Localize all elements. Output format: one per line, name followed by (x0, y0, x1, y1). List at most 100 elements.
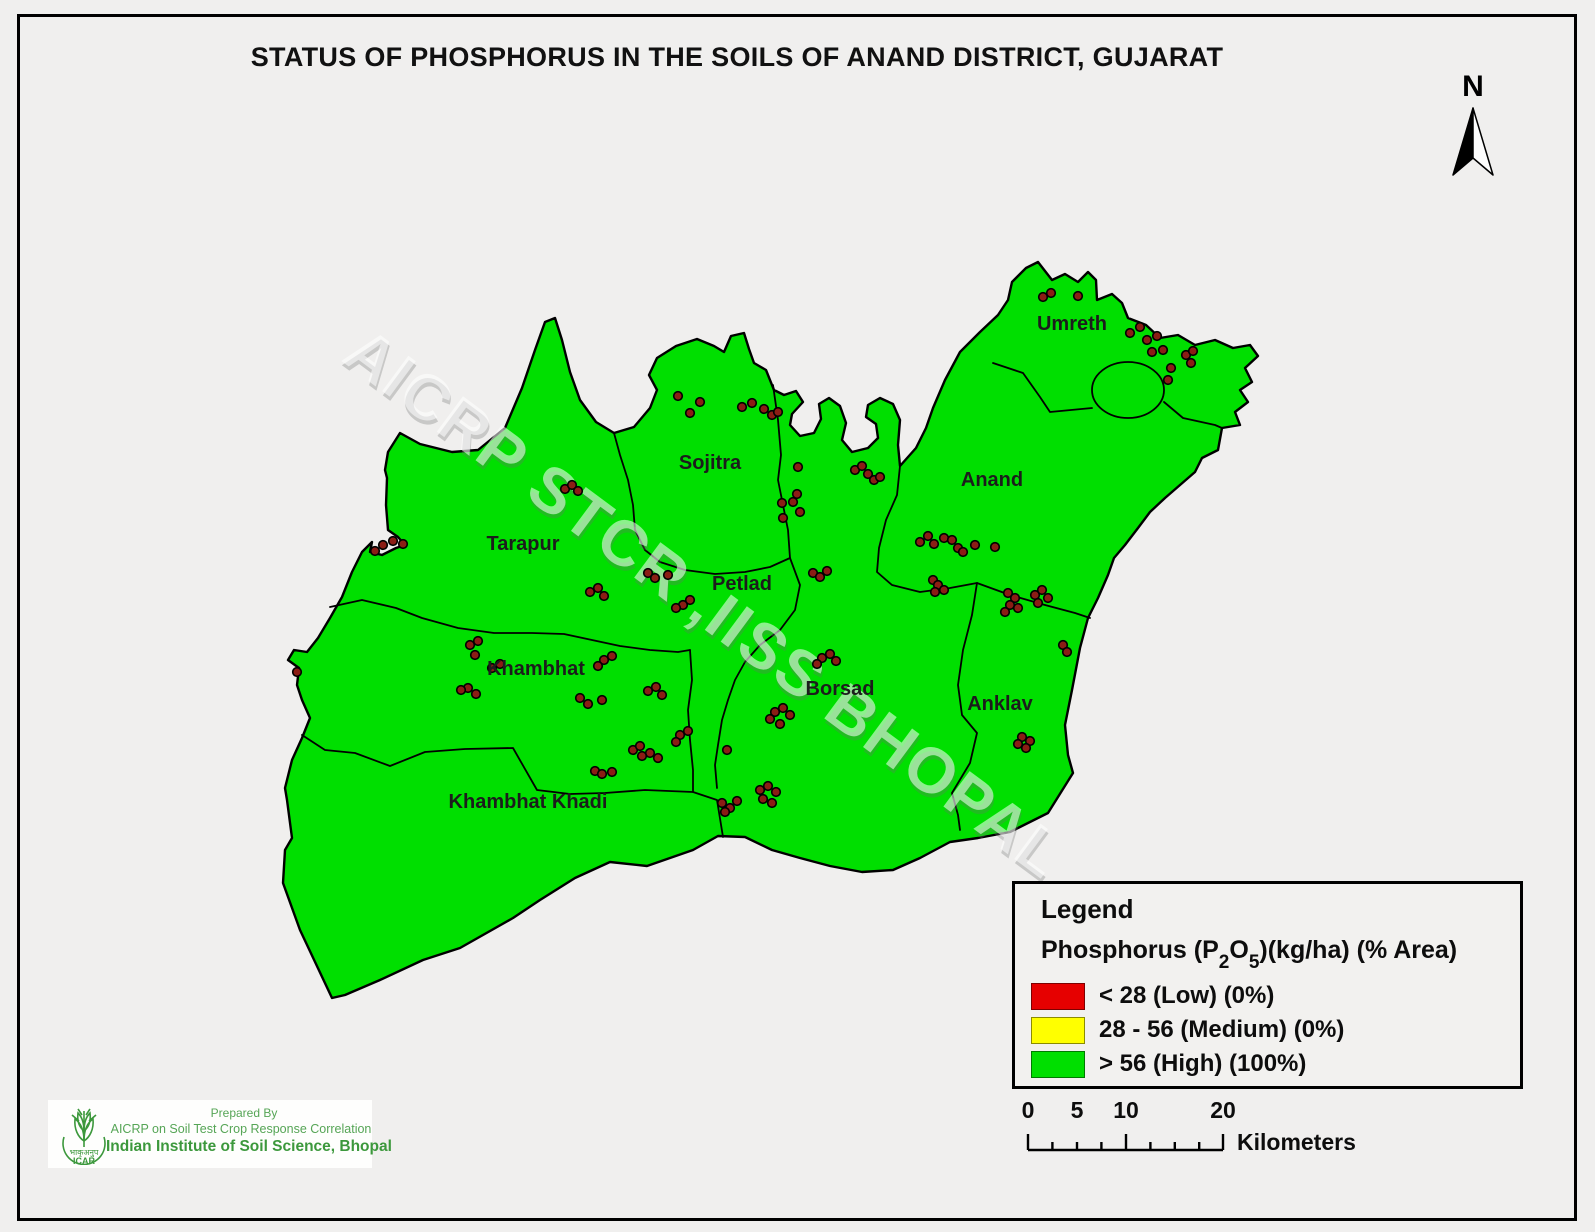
taluka-label: Petlad (712, 573, 772, 595)
sample-point (592, 582, 604, 594)
credits-aicrp-line: AICRP on Soil Test Crop Response Correla… (110, 1122, 372, 1136)
sample-point (1020, 742, 1032, 754)
sample-point (824, 648, 836, 660)
sample-point (606, 650, 618, 662)
map-title: STATUS OF PHOSPHORUS IN THE SOILS OF ANA… (250, 42, 1224, 72)
sample-point (656, 689, 668, 701)
sample-point (1037, 291, 1049, 303)
sample-point (1009, 592, 1021, 604)
sample-point (486, 662, 498, 674)
sample-point (814, 571, 826, 583)
sample-point (1124, 327, 1136, 339)
sample-point (830, 655, 842, 667)
sample-point (721, 744, 733, 756)
sample-point (862, 468, 874, 480)
sample-point (652, 752, 664, 764)
sample-point (1151, 330, 1163, 342)
sample-point (1141, 334, 1153, 346)
sample-point (791, 488, 803, 500)
taluka-label: Tarapur (487, 533, 560, 555)
credits-prepared-by: Prepared By (210, 1106, 278, 1120)
sample-point (369, 545, 381, 557)
taluka-label: Borsad (806, 678, 875, 700)
sample-point (777, 512, 789, 524)
sample-point (672, 390, 684, 402)
sample-point (731, 795, 743, 807)
sample-point (766, 797, 778, 809)
scale-label-20: 20 (1210, 1097, 1236, 1123)
sample-point (598, 590, 610, 602)
sample-point (1012, 738, 1024, 750)
sample-point (1002, 587, 1014, 599)
scale-label-10: 10 (1113, 1097, 1139, 1123)
sample-point (469, 649, 481, 661)
taluka-label: Anand (961, 469, 1023, 491)
sample-point (787, 496, 799, 508)
sample-point (856, 460, 868, 472)
sample-points-layer (291, 287, 1199, 818)
sample-point (716, 797, 728, 809)
taluka-label: Sojitra (679, 452, 742, 474)
legend-swatch-low (1031, 982, 1085, 1010)
sample-point (746, 397, 758, 409)
sample-point (377, 539, 389, 551)
sample-point (682, 725, 694, 737)
sample-point (1185, 357, 1197, 369)
sample-point (642, 685, 654, 697)
sample-point (774, 718, 786, 730)
sample-point (754, 784, 766, 796)
sample-point (291, 666, 303, 678)
sample-point (387, 535, 399, 547)
sample-point (455, 684, 467, 696)
sample-point (1036, 584, 1048, 596)
district-outline (281, 260, 1260, 1000)
sample-point (874, 471, 886, 483)
sample-point (684, 594, 696, 606)
sample-point (1042, 592, 1054, 604)
sample-point (777, 702, 789, 714)
sample-point (606, 766, 618, 778)
taluka-label: Khambhat Khadi (449, 791, 608, 813)
sample-point (770, 786, 782, 798)
sample-point (464, 639, 476, 651)
legend-item-low: < 28 (Low) (0%) (1031, 982, 1274, 1010)
sample-point (999, 606, 1011, 618)
icar-logo-icon: भाकृअनुप ICAR (62, 1108, 106, 1165)
sample-point (592, 660, 604, 672)
sample-point (598, 654, 610, 666)
credits-institute-line: Indian Institute of Soil Science, Bhopal (106, 1138, 392, 1155)
legend-item-medium: 28 - 56 (Medium) (0%) (1031, 1016, 1344, 1044)
sample-point (922, 530, 934, 542)
sample-point (472, 635, 484, 647)
sample-point (1157, 344, 1169, 356)
legend: Legend Phosphorus (P2O5)(kg/ha) (% Area)… (1012, 881, 1523, 1089)
sample-point (494, 658, 506, 670)
sample-point (938, 584, 950, 596)
sample-point (1187, 345, 1199, 357)
sample-point (957, 546, 969, 558)
sample-point (1146, 346, 1158, 358)
scale-bar-ruler (1026, 1134, 1225, 1152)
taluka-boundaries (301, 361, 1223, 838)
sample-point (1162, 374, 1174, 386)
sample-point (719, 806, 731, 818)
svg-text:भाकृअनुप: भाकृअनुप (70, 1148, 99, 1158)
sample-point (1061, 646, 1073, 658)
sample-point (736, 401, 748, 413)
sample-point (758, 403, 770, 415)
legend-swatch-high (1031, 1050, 1085, 1078)
legend-swatch-medium (1031, 1016, 1085, 1044)
sample-point (582, 698, 594, 710)
scale-label-5: 5 (1070, 1097, 1084, 1123)
credits-box: भाकृअनुप ICAR Prepared By AICRP on Soil … (48, 1100, 392, 1168)
scale-unit-label: Kilometers (1237, 1129, 1356, 1155)
sample-point (792, 461, 804, 473)
sample-point (811, 658, 823, 670)
sample-point (769, 706, 781, 718)
sample-point (397, 538, 409, 550)
sample-point (662, 569, 674, 581)
taluka-label: Umreth (1037, 313, 1107, 335)
sample-point (572, 485, 584, 497)
